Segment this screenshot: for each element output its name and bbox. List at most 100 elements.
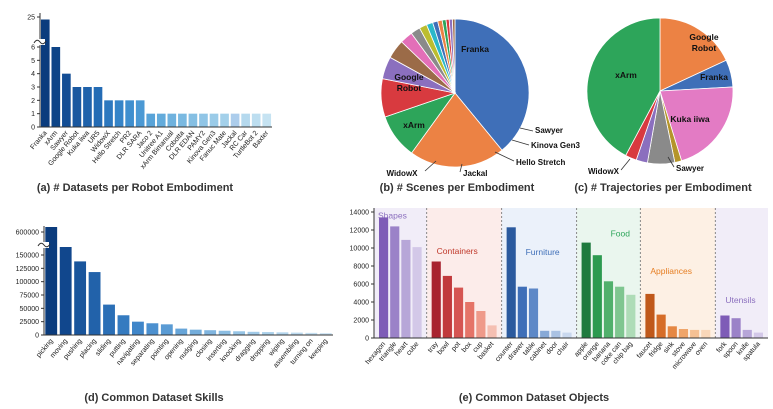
slice-xarm: [586, 17, 661, 156]
bar-hexagon: [379, 217, 389, 338]
y-tick-label: 50000: [20, 306, 40, 313]
bar-moving: [59, 247, 72, 335]
y-tick-label: 75000: [20, 293, 40, 300]
y-tick-label: 25: [27, 15, 35, 22]
bar-separating: [146, 323, 159, 335]
bar-rc-car: [241, 113, 250, 127]
bar-apple: [581, 242, 591, 338]
y-tick-label: 1: [31, 111, 35, 118]
leader-line: [459, 163, 463, 173]
bar-chair: [562, 332, 572, 338]
bar-unitree-a1: [156, 113, 166, 127]
y-tick-label: 3: [31, 85, 35, 92]
y-tick-label: 0: [35, 333, 39, 340]
y-tick-label: 2: [31, 98, 35, 105]
y-tick-label: 150000: [16, 253, 39, 260]
bar-spatula: [753, 332, 763, 338]
dataset-skills-chart: pickingmovingpushingplacingslidingputtin…: [16, 226, 333, 369]
y-tick-label: 6000: [353, 282, 369, 289]
slice-label-jackal: Jackal: [463, 169, 487, 178]
bar-bowl: [442, 275, 452, 338]
bar-kinova-gen3: [209, 113, 219, 127]
leader-line: [494, 151, 515, 162]
bar-fork: [720, 315, 730, 338]
slice-label-google-robot: Robot: [397, 83, 422, 93]
slice-google-robot: [411, 92, 503, 168]
bar-navigating: [132, 321, 144, 335]
slice-label-widowx: WidowX: [588, 167, 620, 176]
bar-sliding: [103, 304, 115, 335]
bar-google-robot: [72, 87, 82, 127]
slice-label-xarm: xArm: [403, 120, 425, 130]
bar-xarm: [51, 47, 61, 127]
bar-xarm-bimanual: [167, 113, 177, 127]
bar-keeping: [319, 333, 332, 335]
bar-assembling: [290, 332, 303, 335]
bar-pamy2: [199, 113, 208, 127]
slice-kuka-iiwa: [659, 86, 734, 162]
bar-closing: [204, 330, 217, 335]
slice-other-15: [451, 18, 456, 94]
caption-e: (e) Common Dataset Objects: [459, 392, 609, 404]
slice-label-hello-stretch: Hello Stretch: [516, 158, 565, 167]
slice-label-google-robot: Google: [394, 72, 424, 82]
y-tick-label: 600000: [16, 230, 39, 237]
group-label-furniture: Furniture: [526, 247, 560, 257]
y-tick-label: 14000: [350, 210, 370, 217]
bar-sawyer: [62, 73, 71, 127]
bar-cobotta: [178, 113, 187, 127]
leader-line: [511, 139, 530, 146]
y-tick-label: 0: [31, 125, 35, 132]
bar-dlr-edan: [188, 113, 198, 127]
y-tick-label: 10000: [350, 246, 370, 253]
leader-line: [519, 127, 534, 132]
bar-turtlebot-2: [251, 113, 261, 127]
bar-placing: [88, 272, 101, 335]
bar-nudging: [189, 329, 202, 335]
bar-basket: [487, 325, 497, 338]
bar-fanuc-mate: [220, 113, 229, 127]
tick-label-oven: oven: [694, 341, 709, 357]
slice-label-sawyer: Sawyer: [535, 126, 563, 135]
bar-jaco-2: [146, 113, 156, 127]
group-label-food: Food: [611, 228, 631, 238]
bar-oven: [701, 329, 711, 338]
tick-label-box: box: [461, 340, 474, 354]
group-label-appliances: Appliances: [650, 266, 692, 276]
leader-line: [424, 160, 437, 172]
tick-label-pot: pot: [450, 341, 462, 353]
bar-dragging: [247, 331, 260, 335]
bar-door: [551, 330, 561, 338]
tick-label-bowl: bowl: [436, 340, 451, 356]
slice-label-widowx: WidowX: [386, 169, 418, 178]
bar-dropping: [262, 332, 274, 335]
caption-d: (d) Common Dataset Skills: [84, 392, 223, 404]
slice-label-franka: Franka: [461, 44, 489, 54]
leader-line: [620, 158, 631, 171]
slice-google-robot: [659, 17, 727, 92]
slice-label-google-robot: Google: [689, 32, 719, 42]
bar-fridge: [656, 314, 666, 338]
slice-label-sawyer: Sawyer: [676, 164, 704, 173]
bar-putting: [117, 315, 130, 335]
bar-sink: [667, 326, 677, 338]
bar-banana: [603, 281, 614, 338]
y-tick-label: 5: [31, 58, 35, 65]
bar-ur5: [93, 87, 103, 127]
bar-pr2: [125, 100, 134, 127]
y-tick-label: 4000: [353, 300, 369, 307]
bar-franka: [40, 19, 50, 127]
caption-c: (c) # Trajectories per Embodiment: [574, 182, 752, 194]
axis-break-mark: [33, 39, 47, 45]
y-tick-label: 125000: [16, 266, 39, 273]
bar-microwave: [690, 329, 700, 338]
bar-faucet: [645, 293, 655, 338]
caption-b: (b) # Scenes per Embodiment: [380, 182, 535, 194]
bar-pot: [453, 287, 464, 338]
bar-tray: [431, 261, 441, 338]
tick-label-cube: cube: [405, 341, 420, 357]
bar-widowx: [104, 100, 113, 127]
